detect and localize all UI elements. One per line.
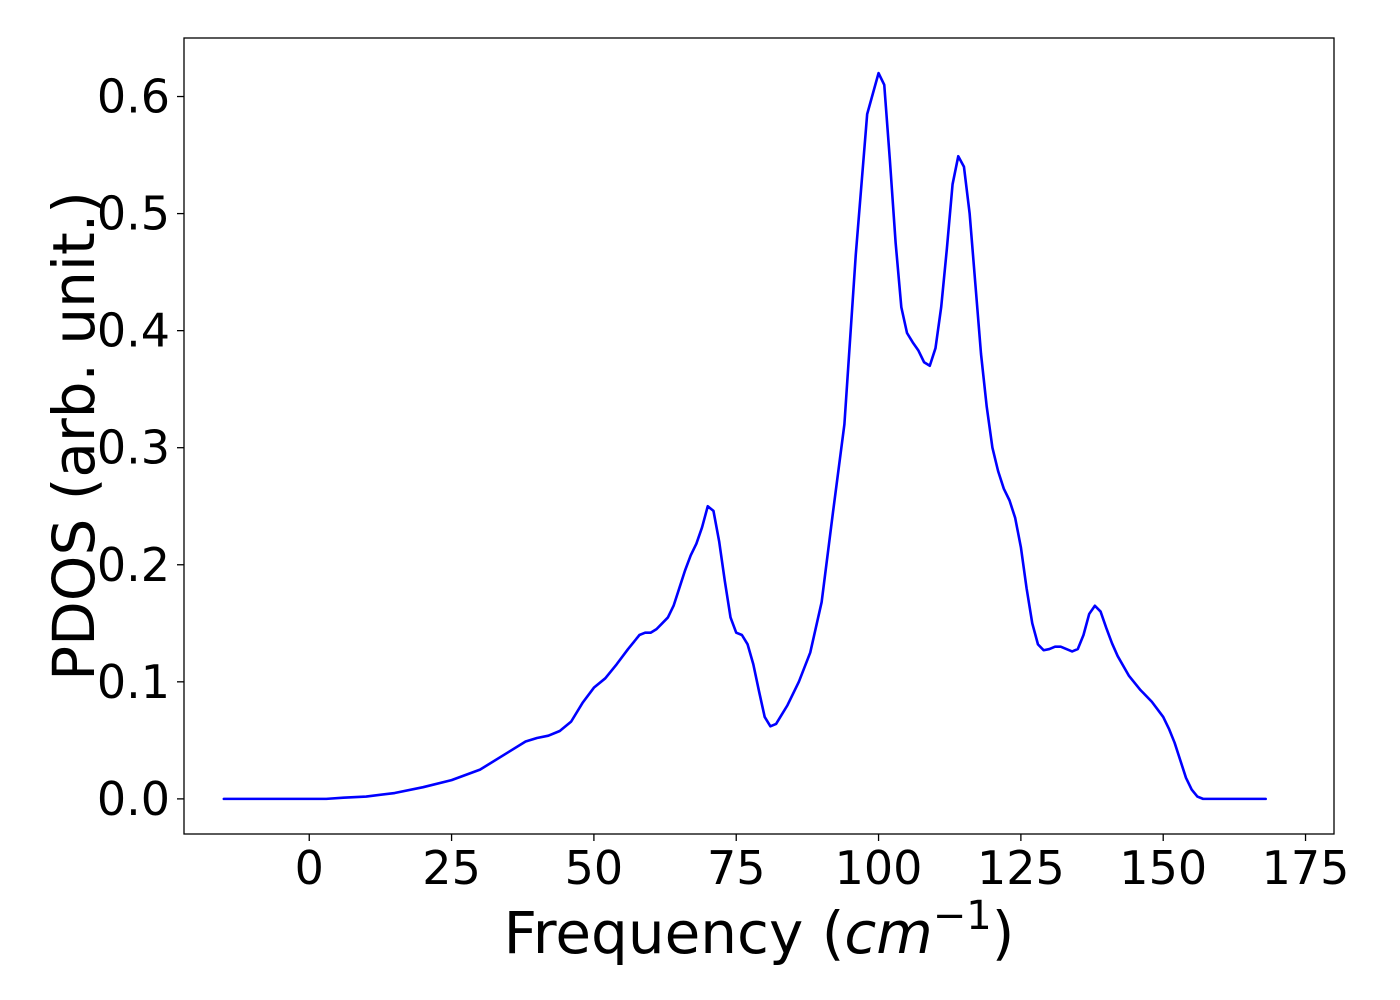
- y-tick-label: 0.2: [97, 538, 170, 592]
- y-tick-labels: 0.0 0.1 0.2 0.3 0.4 0.5 0.6: [97, 70, 170, 826]
- x-axis-label: Frequency (cm−1): [504, 893, 1015, 967]
- x-tick-label: 0: [295, 841, 324, 895]
- y-tick-marks: [177, 95, 184, 800]
- y-tick-label: 0.0: [97, 772, 170, 826]
- y-tick-label: 0.1: [97, 655, 170, 709]
- x-axis-label-suffix: ): [992, 899, 1015, 967]
- y-tick-label: 0.6: [97, 70, 170, 124]
- y-tick-label: 0.3: [97, 421, 170, 475]
- x-tick-label: 25: [422, 841, 481, 895]
- y-axis-label: PDOS (arb. unit.): [40, 191, 108, 681]
- x-tick-marks: [308, 834, 1307, 841]
- x-axis-label-prefix: Frequency (: [504, 899, 845, 967]
- y-tick-label: 0.4: [97, 304, 170, 358]
- plot-frame: [183, 37, 1335, 835]
- y-tick-label: 0.5: [97, 187, 170, 241]
- plot-area: [184, 38, 1334, 834]
- x-tick-labels: 0 25 50 75 100 125 150 175: [295, 841, 1350, 895]
- x-tick-label: 175: [1262, 841, 1350, 895]
- x-tick-label: 150: [1119, 841, 1207, 895]
- pdos-line: [222, 71, 1267, 801]
- x-tick-label: 50: [565, 841, 624, 895]
- x-axis-label-exponent: −1: [933, 893, 992, 939]
- x-tick-label: 100: [835, 841, 923, 895]
- x-tick-label: 75: [707, 841, 766, 895]
- series-layer: [222, 71, 1267, 801]
- x-axis-label-unit: cm: [844, 899, 932, 967]
- x-tick-label: 125: [977, 841, 1065, 895]
